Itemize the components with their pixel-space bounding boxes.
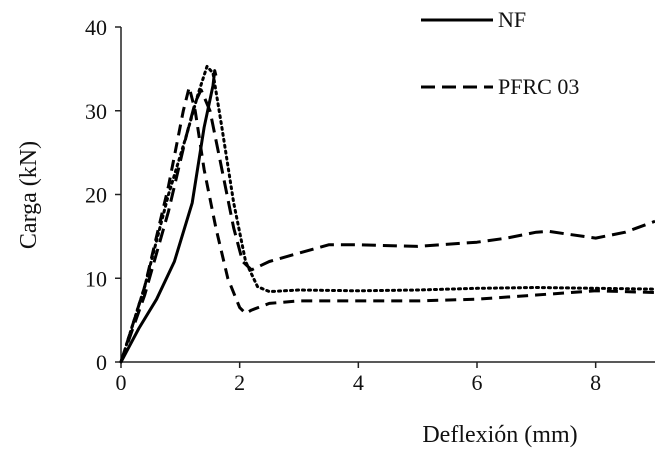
y-tick-label: 40 (85, 15, 107, 40)
x-tick-label: 4 (353, 370, 364, 395)
legend-label-1: PFRC 03 (498, 74, 579, 99)
y-tick-label: 0 (96, 350, 107, 375)
x-axis-title: Deflexión (mm) (422, 422, 577, 448)
series-layer (119, 64, 655, 364)
legend-label-0: NF (498, 7, 526, 32)
x-tick-label: 6 (472, 370, 483, 395)
x-tick-label: 0 (116, 370, 127, 395)
y-tick-label: 20 (85, 183, 107, 208)
legend: NF PFRC 03 (421, 7, 579, 99)
axes: 0 2 4 6 8 0 10 20 30 40 (85, 15, 655, 395)
series-line-1 (119, 88, 655, 363)
y-tick-label: 10 (85, 266, 107, 291)
series-line-3 (119, 64, 655, 364)
y-axis-title: Carga (kN) (16, 141, 42, 249)
y-tick-label: 30 (85, 99, 107, 124)
series-line-2 (119, 85, 655, 363)
x-tick-label: 2 (234, 370, 245, 395)
x-tick-label: 8 (590, 370, 601, 395)
